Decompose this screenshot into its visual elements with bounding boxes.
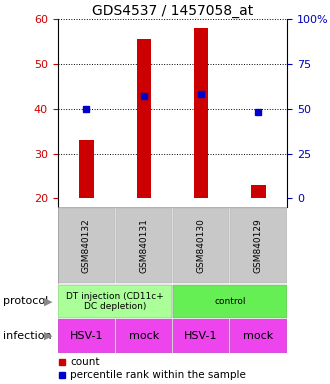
Bar (251, 185, 266, 199)
Text: infection: infection (3, 331, 52, 341)
Bar (230, 208, 286, 283)
Text: HSV-1: HSV-1 (70, 331, 103, 341)
Bar (173, 319, 229, 353)
Bar (194, 28, 208, 199)
Text: ▶: ▶ (44, 296, 52, 306)
Bar (58, 319, 115, 353)
Text: count: count (70, 357, 100, 367)
Text: protocol: protocol (3, 296, 49, 306)
Bar (137, 40, 151, 199)
Text: GSM840132: GSM840132 (82, 218, 91, 273)
Bar (173, 285, 286, 318)
Text: control: control (214, 297, 246, 306)
Title: GDS4537 / 1457058_at: GDS4537 / 1457058_at (92, 4, 253, 18)
Text: GSM840129: GSM840129 (254, 218, 263, 273)
Text: GSM840130: GSM840130 (197, 218, 206, 273)
Bar (58, 208, 115, 283)
Text: mock: mock (129, 331, 159, 341)
Text: percentile rank within the sample: percentile rank within the sample (70, 371, 246, 381)
Bar (58, 285, 172, 318)
Bar (230, 319, 286, 353)
Text: ▶: ▶ (44, 331, 52, 341)
Text: GSM840131: GSM840131 (139, 218, 148, 273)
Text: DT injection (CD11c+
DC depletion): DT injection (CD11c+ DC depletion) (66, 292, 164, 311)
Bar (173, 208, 229, 283)
Bar (79, 140, 94, 199)
Text: mock: mock (243, 331, 274, 341)
Bar (115, 208, 172, 283)
Text: HSV-1: HSV-1 (184, 331, 218, 341)
Bar (115, 319, 172, 353)
